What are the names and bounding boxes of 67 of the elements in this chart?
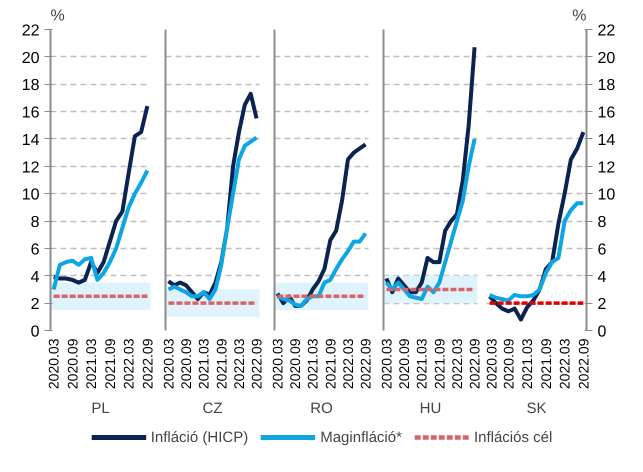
y-tick-label: 8 bbox=[30, 214, 40, 232]
y-tick-label: 18 bbox=[22, 77, 40, 94]
y-tick-label: 2 bbox=[30, 296, 40, 314]
x-tick-label: 2022.03 bbox=[448, 338, 465, 390]
y-tick-label: 22 bbox=[598, 22, 616, 40]
y-tick-label: 10 bbox=[22, 186, 40, 204]
x-tick-label: 2022.09 bbox=[575, 338, 592, 390]
y-tick-label: 14 bbox=[598, 132, 616, 149]
y-tick-label: 10 bbox=[598, 186, 616, 204]
y-tick-label: 0 bbox=[598, 324, 606, 340]
legend-label: Maginfláció* bbox=[320, 428, 402, 446]
x-axis-title: SK bbox=[526, 400, 547, 418]
x-tick-label: 2022.03 bbox=[340, 338, 356, 390]
x-tick-label: 2022.03 bbox=[230, 338, 247, 390]
x-tick-label: 2021.09 bbox=[431, 338, 448, 390]
y-tick-label: 6 bbox=[598, 241, 606, 258]
x-tick-label: 2020.09 bbox=[64, 338, 80, 390]
x-tick-label: 2022.09 bbox=[466, 338, 483, 390]
x-tick-label: 2021.03 bbox=[304, 338, 321, 390]
x-tick-label: 2021.09 bbox=[538, 338, 554, 390]
x-tick-label: 2020.03 bbox=[160, 338, 176, 390]
x-tick-label: 2020.03 bbox=[269, 338, 286, 390]
x-tick-label: 2021.09 bbox=[322, 338, 338, 390]
x-tick-label: 2021.03 bbox=[83, 338, 100, 390]
line-series bbox=[488, 201, 586, 302]
x-axis-title: HU bbox=[420, 400, 442, 418]
y-tick-label: 16 bbox=[598, 104, 616, 122]
legend-label: Inflációs cél bbox=[474, 428, 552, 446]
x-tick-label: 2022.03 bbox=[120, 338, 137, 390]
x-tick-label: 2021.03 bbox=[519, 338, 536, 390]
x-axis-title: RO bbox=[310, 400, 333, 418]
x-axis-title: CZ bbox=[202, 400, 222, 418]
y-tick-label: 6 bbox=[30, 241, 40, 258]
y-tick-label: 20 bbox=[598, 50, 616, 67]
y-tick-label: 8 bbox=[598, 214, 606, 232]
x-tick-label: 2020.09 bbox=[178, 338, 194, 390]
y-tick-label: 12 bbox=[22, 159, 40, 176]
y-tick-label: 0 bbox=[30, 324, 40, 340]
x-tick-label: 2022.09 bbox=[139, 338, 156, 390]
y-axis-title: % bbox=[572, 8, 587, 24]
y-tick-label: 20 bbox=[22, 50, 40, 67]
legend-label: Infláció (HICP) bbox=[150, 428, 248, 446]
x-tick-label: 2021.09 bbox=[102, 338, 118, 390]
line-series bbox=[52, 104, 150, 285]
x-tick-label: 2020.03 bbox=[46, 338, 62, 390]
x-tick-label: 2022.09 bbox=[248, 338, 265, 390]
y-tick-label: 14 bbox=[22, 132, 40, 149]
y-tick-label: 16 bbox=[22, 104, 40, 122]
x-tick-label: 2021.03 bbox=[196, 338, 212, 390]
x-tick-label: 2021.09 bbox=[213, 338, 230, 390]
x-tick-label: 2020.09 bbox=[500, 338, 516, 390]
y-tick-label: 22 bbox=[22, 22, 40, 40]
x-tick-label: 2022.03 bbox=[556, 338, 573, 390]
line-series bbox=[52, 168, 150, 292]
x-tick-label: 2020.09 bbox=[287, 338, 304, 390]
x-tick-label: 2020.03 bbox=[378, 338, 394, 390]
x-tick-label: 2022.09 bbox=[358, 338, 374, 390]
x-axis-title: PL bbox=[91, 400, 110, 418]
y-tick-label: 4 bbox=[598, 268, 606, 286]
y-tick-label: 18 bbox=[598, 77, 616, 94]
x-tick-label: 2021.03 bbox=[414, 338, 430, 390]
y-tick-label: 2 bbox=[598, 296, 606, 314]
y-axis-title: % bbox=[50, 8, 65, 24]
x-tick-label: 2020.09 bbox=[396, 338, 412, 390]
x-tick-label: 2020.03 bbox=[484, 338, 500, 390]
y-tick-label: 4 bbox=[30, 268, 40, 286]
y-tick-label: 12 bbox=[598, 159, 616, 176]
